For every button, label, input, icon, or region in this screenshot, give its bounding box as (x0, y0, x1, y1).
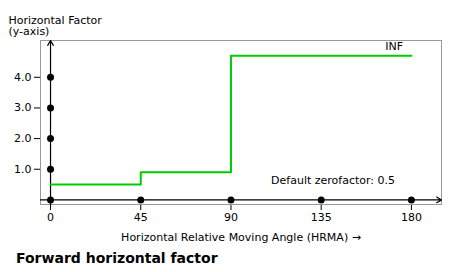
svg-text:4.0: 4.0 (14, 71, 32, 84)
svg-text:135: 135 (311, 211, 332, 224)
svg-text:Horizontal Factor(y-axis): Horizontal Factor(y-axis) (9, 14, 103, 38)
svg-text:45: 45 (134, 211, 148, 224)
svg-text:INF: INF (385, 40, 403, 53)
svg-text:1.0: 1.0 (14, 163, 32, 176)
html-text:Forward horizontal factor: Forward horizontal factor (16, 250, 218, 266)
svg-text:2.0: 2.0 (14, 132, 32, 145)
svg-text:0: 0 (47, 211, 54, 224)
svg-text:180: 180 (401, 211, 422, 224)
svg-text:3.0: 3.0 (14, 101, 32, 114)
svg-text:Default zerofactor: 0.5: Default zerofactor: 0.5 (271, 173, 395, 186)
svg-text:90: 90 (224, 211, 238, 224)
svg-text:Horizontal Relative Moving Ang: Horizontal Relative Moving Angle (HRMA) … (121, 231, 361, 244)
